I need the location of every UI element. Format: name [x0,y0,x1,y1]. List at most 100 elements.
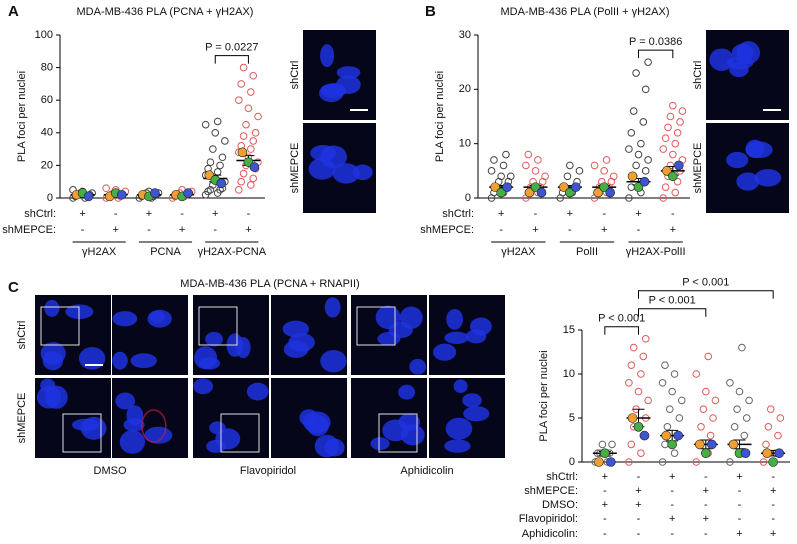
data-point [671,188,680,197]
data-point [659,145,668,153]
y-tick-label: 0 [47,192,53,204]
replicate-mean [701,448,711,459]
data-point [566,161,574,170]
image-column-label: DMSO [94,465,127,477]
y-tick-label: 80 [41,62,53,74]
data-point [637,370,645,378]
replicate-mean [695,439,705,450]
data-point [249,71,258,80]
data-point [249,137,258,145]
data-point [632,69,640,77]
data-point [644,396,652,405]
nucleus [193,378,214,395]
data-point [609,172,618,181]
data-point [490,156,498,164]
data-point [661,134,670,143]
data-point [204,187,212,196]
inset-box [40,306,80,346]
nucleus [375,305,401,329]
data-point [730,423,739,431]
condition-label: Aphidicolin: [522,528,578,540]
replicate-mean [728,439,739,450]
nucleus [199,357,221,370]
condition-value: - [568,224,572,236]
condition-value: - [213,224,217,236]
data-point [625,379,633,387]
replicate-mean [673,430,683,441]
data-point [670,449,679,458]
nucleus [377,331,401,346]
condition-value: - [637,224,641,236]
condition-value: + [498,208,504,220]
nucleus [130,353,157,369]
condition-value: + [113,224,119,236]
nucleus [736,41,761,65]
data-point [608,440,616,449]
data-point [627,361,636,370]
replicate-mean [661,430,671,441]
replicate-mean [502,182,512,192]
condition-value: - [671,208,675,220]
condition-value: + [635,208,641,220]
image-row-label: shMEPCE [289,143,301,194]
data-point [644,156,652,164]
group-label: PCNA [150,246,181,258]
nucleus [115,392,136,410]
data-point [244,104,253,113]
nucleus [453,379,468,394]
data-point [237,80,246,88]
condition-value: - [771,499,775,511]
data-point [776,414,785,422]
data-point [625,458,633,466]
data-point [249,174,258,183]
data-point [641,335,650,343]
condition-value: - [499,224,503,236]
nucleus [432,343,457,361]
nucleus [444,439,471,453]
y-tick-label: 30 [459,29,471,41]
replicate-mean [667,439,677,450]
nucleus [288,333,315,352]
replicate-mean [627,171,638,182]
replicate-mean [183,188,193,198]
condition-value: + [703,513,709,525]
data-point [661,440,669,449]
condition-value: + [146,208,152,220]
replicate-mean [496,187,506,198]
condition-value: - [637,471,641,483]
nucleus [324,297,341,318]
pla-signal [141,409,167,443]
condition-label: shMEPCE: [420,224,474,236]
data-point [627,440,636,449]
nucleus [306,415,329,437]
y-tick-label: 40 [41,127,53,139]
group-label: γH2AX-PolII [626,246,686,258]
data-point [251,129,260,137]
image-row-label: shCtrl [289,61,301,90]
comparison-bracket [604,326,639,335]
data-point [665,405,674,414]
replicate-mean [774,448,784,459]
comparison-label: P < 0.001 [649,295,696,307]
data-point [711,396,720,405]
data-point [706,431,715,440]
y-axis-title: PLA foci per nuclei [538,350,550,441]
nucleus [398,384,416,400]
data-point [673,177,682,186]
condition-value: + [179,224,185,236]
nucleus [78,347,106,370]
condition-label: shMEPCE: [2,224,56,236]
data-point [726,379,734,387]
data-point [692,370,701,378]
y-tick-label: 0 [569,456,575,468]
data-point [671,139,680,148]
nucleus [246,382,269,401]
data-point [206,186,215,194]
data-point [774,431,782,440]
nucleus [352,164,373,181]
condition-value: - [738,513,742,525]
data-point [742,414,751,422]
nucleus [215,428,241,450]
data-point [637,449,645,458]
data-point [692,458,701,466]
